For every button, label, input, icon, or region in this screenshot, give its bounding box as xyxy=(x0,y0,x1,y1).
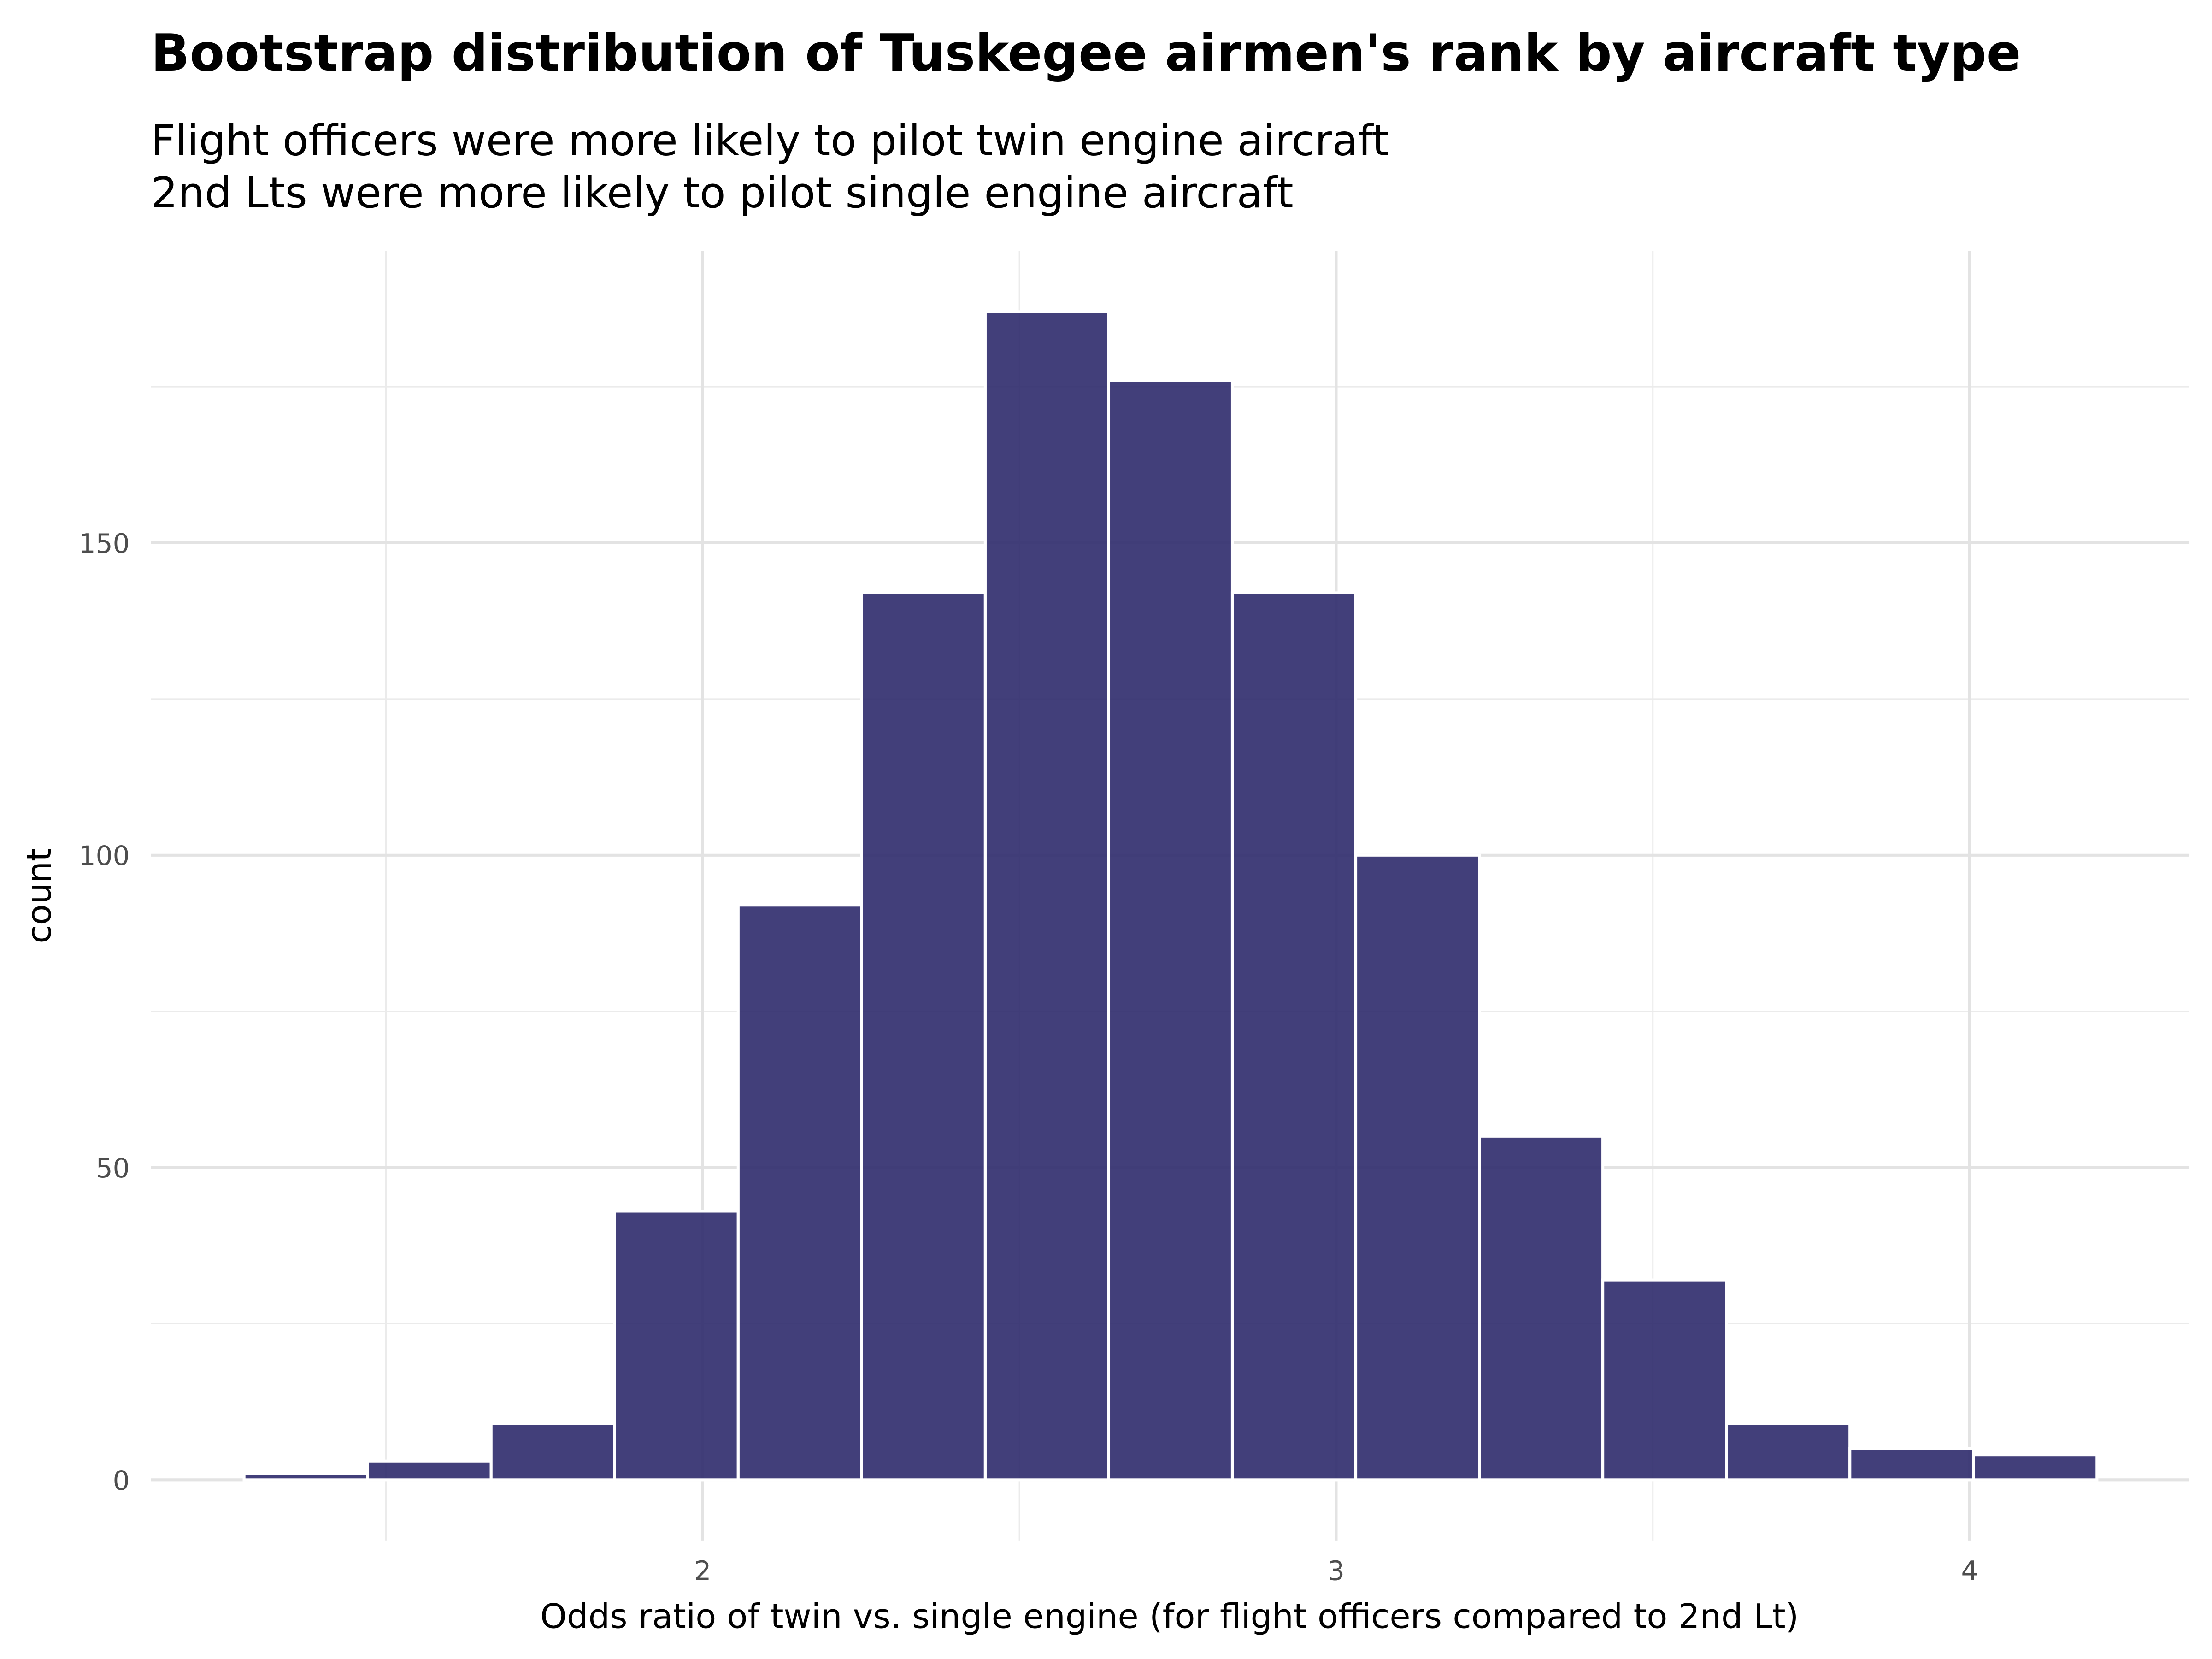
x-tick-label: 2 xyxy=(694,1555,711,1587)
y-tick-label: 100 xyxy=(79,840,130,871)
bar xyxy=(489,1422,616,1482)
bar xyxy=(1478,1135,1605,1482)
x-axis-label: Odds ratio of twin vs. single engine (fo… xyxy=(540,1597,1799,1636)
x-tick-label: 3 xyxy=(1328,1555,1345,1587)
y-tick-label: 50 xyxy=(96,1153,130,1184)
bar xyxy=(1848,1447,1975,1482)
y-tick-label: 150 xyxy=(79,528,130,559)
bar xyxy=(1601,1278,1728,1482)
bar xyxy=(983,310,1111,1482)
bar xyxy=(613,1210,740,1482)
bar xyxy=(242,1472,369,1482)
y-tick-label: 0 xyxy=(113,1465,130,1496)
bar xyxy=(1972,1453,2099,1482)
bar xyxy=(736,904,863,1482)
bars xyxy=(242,310,2099,1482)
chart-title: Bootstrap distribution of Tuskegee airme… xyxy=(151,24,2021,82)
bar xyxy=(1354,853,1481,1482)
bar xyxy=(366,1459,493,1482)
chart-subtitle: Flight officers were more likely to pilo… xyxy=(151,116,1389,165)
y-axis-label: count xyxy=(20,848,59,943)
bar xyxy=(1107,379,1234,1482)
x-tick-label: 4 xyxy=(1961,1555,1978,1587)
bar xyxy=(860,591,987,1482)
bar xyxy=(1725,1422,1852,1482)
bar xyxy=(1230,591,1358,1482)
chart-subtitle: 2nd Lts were more likely to pilot single… xyxy=(151,168,1294,218)
